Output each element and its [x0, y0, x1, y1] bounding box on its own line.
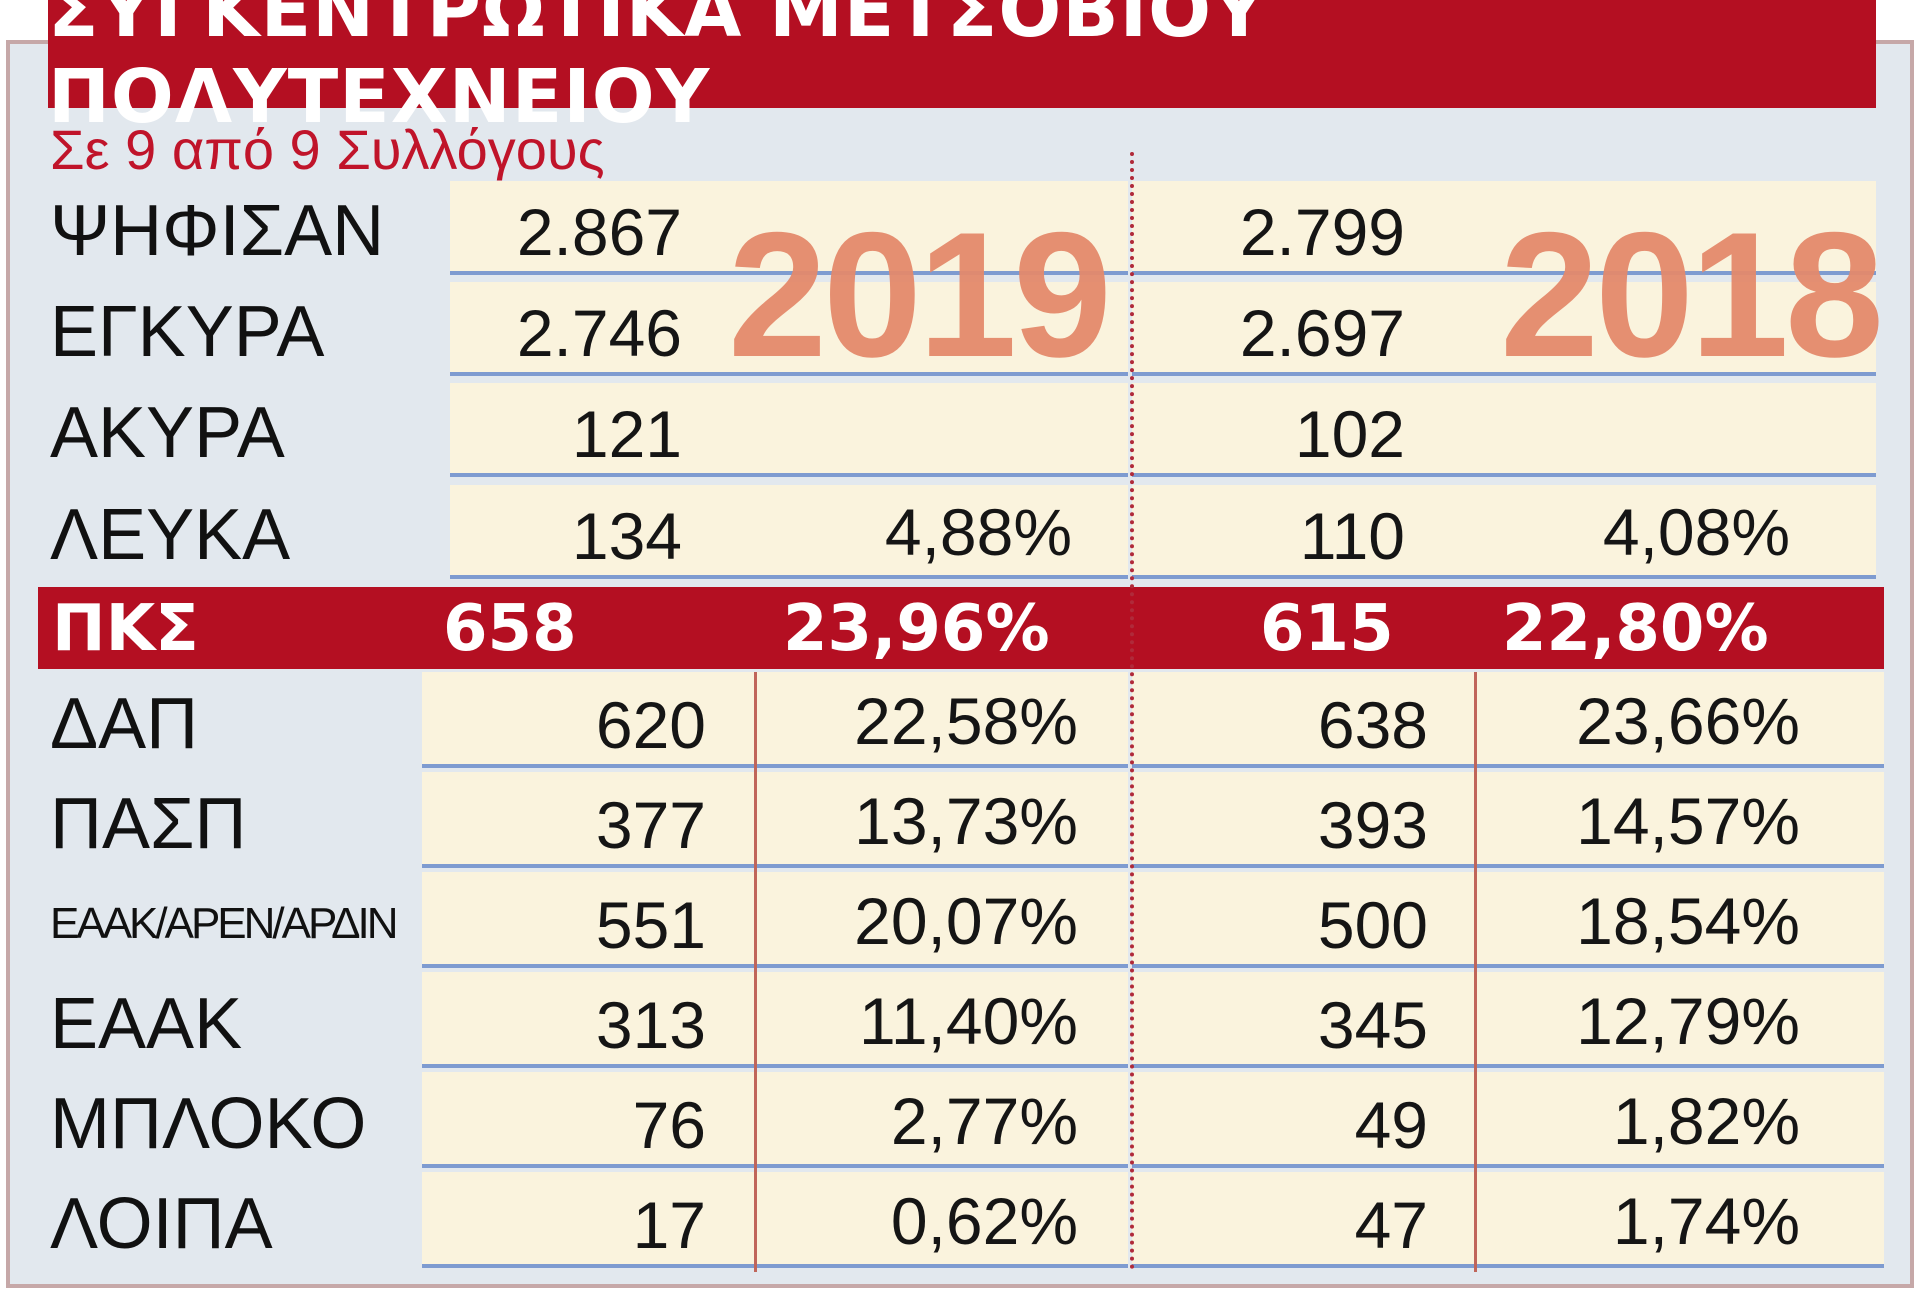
party-votes-2018: 393: [1317, 788, 1428, 862]
pks-votes-2019: 658: [443, 592, 577, 666]
summary-votes-2019: 134: [571, 499, 682, 573]
summary-cell-2018: [1132, 383, 1876, 477]
summary-row-label: ΑΚΥΡΑ: [50, 393, 285, 473]
party-cell-2019: [422, 672, 1128, 768]
pks-percent-2019: 23,96%: [783, 592, 1050, 666]
party-cell-2019: [422, 972, 1128, 1068]
pks-label: ΠΚΣ: [52, 592, 199, 666]
party-row-label: ΜΠΛΟΚΟ: [50, 1084, 367, 1164]
party-percent-2019: 22,58%: [854, 684, 1078, 758]
summary-percent-2018: 4,08%: [1602, 495, 1790, 569]
party-cell-2019: [422, 1172, 1128, 1268]
party-cell-2018: [1132, 1072, 1884, 1168]
column-separator-2019: [754, 672, 757, 1272]
party-row-label: ΕΑΑΚ: [50, 984, 243, 1064]
year-2019-watermark: 2019: [728, 195, 1112, 394]
summary-votes-2019: 2.746: [516, 296, 682, 370]
party-votes-2019: 551: [595, 888, 706, 962]
party-percent-2019: 2,77%: [890, 1084, 1078, 1158]
party-percent-2019: 0,62%: [890, 1184, 1078, 1258]
summary-cell-2018: [1132, 181, 1876, 275]
party-votes-2018: 345: [1317, 988, 1428, 1062]
summary-votes-2018: 110: [1299, 499, 1405, 573]
party-percent-2018: 23,66%: [1576, 684, 1800, 758]
party-votes-2019: 76: [632, 1088, 706, 1162]
party-cell-2019: [422, 1072, 1128, 1168]
party-row-label: ΕΑΑΚ/ΑΡΕΝ/ΑΡΔΙΝ: [50, 899, 398, 948]
summary-cell-2019: [450, 181, 1128, 275]
party-votes-2019: 377: [595, 788, 706, 862]
party-votes-2018: 47: [1354, 1188, 1428, 1262]
summary-votes-2018: 2.697: [1239, 296, 1405, 370]
party-cell-2018: [1132, 872, 1884, 968]
party-votes-2018: 49: [1354, 1088, 1428, 1162]
party-percent-2019: 11,40%: [859, 984, 1078, 1058]
chart-title: ΣΥΓΚΕΝΤΡΩΤΙΚΑ ΜΕΤΣΟΒΙΟΥ ΠΟΛΥΤΕΧΝΕΙΟΥ: [48, 0, 1267, 140]
party-votes-2019: 620: [595, 688, 706, 762]
summary-row-label: ΛΕΥΚΑ: [50, 495, 291, 575]
party-percent-2018: 14,57%: [1576, 784, 1800, 858]
party-votes-2019: 17: [632, 1188, 706, 1262]
party-cell-2018: [1132, 772, 1884, 868]
summary-cell-2018: [1132, 485, 1876, 579]
party-votes-2018: 638: [1317, 688, 1428, 762]
summary-cell-2019: [450, 383, 1128, 477]
pks-votes-2018: 615: [1260, 592, 1394, 666]
title-banner: ΣΥΓΚΕΝΤΡΩΤΙΚΑ ΜΕΤΣΟΒΙΟΥ ΠΟΛΥΤΕΧΝΕΙΟΥ: [48, 0, 1876, 140]
party-votes-2019: 313: [595, 988, 706, 1062]
summary-row-label: ΨΗΦΙΣΑΝ: [50, 191, 385, 271]
party-percent-2018: 1,74%: [1612, 1184, 1800, 1258]
summary-percent-2019: 4,88%: [884, 495, 1072, 569]
party-cell-2019: [422, 872, 1128, 968]
pks-percent-2018: 22,80%: [1502, 592, 1769, 666]
summary-votes-2019: 121: [571, 397, 682, 471]
party-cell-2018: [1132, 1172, 1884, 1268]
summary-votes-2019: 2.867: [516, 195, 682, 269]
party-percent-2019: 13,73%: [854, 784, 1078, 858]
party-cell-2018: [1132, 672, 1884, 768]
year-2018-watermark: 2018: [1500, 195, 1884, 394]
party-percent-2018: 18,54%: [1576, 884, 1800, 958]
party-row-label: ΠΑΣΠ: [50, 784, 247, 864]
pks-highlight-row: ΠΚΣ 658 23,96% 615 22,80%: [38, 587, 1884, 669]
summary-votes-2018: 102: [1294, 397, 1405, 471]
year-divider: [1130, 152, 1134, 1270]
party-row-label: ΔΑΠ: [50, 684, 199, 764]
party-percent-2018: 1,82%: [1612, 1084, 1800, 1158]
summary-votes-2018: 2.799: [1239, 195, 1405, 269]
summary-cell-2018: [1132, 282, 1876, 376]
summary-cell-2019: [450, 485, 1128, 579]
party-cell-2019: [422, 772, 1128, 868]
party-votes-2018: 500: [1317, 888, 1428, 962]
chart-subtitle: Σε 9 από 9 Συλλόγους: [50, 118, 605, 181]
summary-cell-2019: [450, 282, 1128, 376]
party-percent-2018: 12,79%: [1576, 984, 1800, 1058]
party-row-label: ΛΟΙΠΑ: [50, 1184, 273, 1264]
party-cell-2018: [1132, 972, 1884, 1068]
party-percent-2019: 20,07%: [854, 884, 1078, 958]
column-separator-2018: [1474, 672, 1477, 1272]
summary-row-label: ΕΓΚΥΡΑ: [50, 292, 325, 372]
